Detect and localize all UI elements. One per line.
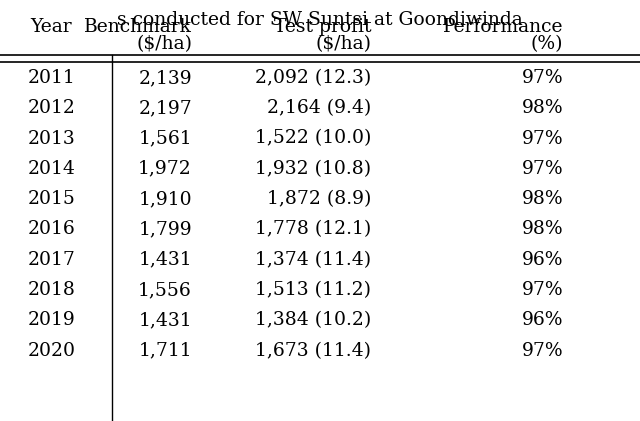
Text: 98%: 98% — [522, 99, 563, 117]
Text: 1,522 (10.0): 1,522 (10.0) — [255, 130, 371, 147]
Text: 1,431: 1,431 — [138, 312, 192, 329]
Text: 1,556: 1,556 — [138, 281, 192, 299]
Text: 2,164 (9.4): 2,164 (9.4) — [267, 99, 371, 117]
Text: ($/ha): ($/ha) — [315, 35, 371, 53]
Text: 2,139: 2,139 — [138, 69, 192, 87]
Text: 2014: 2014 — [28, 160, 75, 178]
Text: 2,197: 2,197 — [138, 99, 192, 117]
Text: (%): (%) — [531, 35, 563, 53]
Text: 96%: 96% — [522, 312, 563, 329]
Text: Test profit: Test profit — [274, 19, 371, 36]
Text: 2019: 2019 — [28, 312, 75, 329]
Text: s conducted for SW Suntsi at Goondiwinda: s conducted for SW Suntsi at Goondiwinda — [117, 11, 523, 29]
Text: 2015: 2015 — [28, 190, 75, 208]
Text: 97%: 97% — [522, 342, 563, 360]
Text: 97%: 97% — [522, 160, 563, 178]
Text: 1,513 (11.2): 1,513 (11.2) — [255, 281, 371, 299]
Text: 2013: 2013 — [28, 130, 75, 147]
Text: 97%: 97% — [522, 69, 563, 87]
Text: 2018: 2018 — [28, 281, 75, 299]
Text: 1,872 (8.9): 1,872 (8.9) — [267, 190, 371, 208]
Text: 1,932 (10.8): 1,932 (10.8) — [255, 160, 371, 178]
Text: 1,711: 1,711 — [138, 342, 192, 360]
Text: 2020: 2020 — [28, 342, 76, 360]
Text: 1,374 (11.4): 1,374 (11.4) — [255, 251, 371, 269]
Text: 1,384 (10.2): 1,384 (10.2) — [255, 312, 371, 329]
Text: 1,799: 1,799 — [138, 221, 192, 238]
Text: 1,778 (12.1): 1,778 (12.1) — [255, 221, 371, 238]
Text: 1,431: 1,431 — [138, 251, 192, 269]
Text: 96%: 96% — [522, 251, 563, 269]
Text: 2016: 2016 — [28, 221, 75, 238]
Text: 2012: 2012 — [28, 99, 75, 117]
Text: 1,910: 1,910 — [138, 190, 192, 208]
Text: 1,673 (11.4): 1,673 (11.4) — [255, 342, 371, 360]
Text: 2011: 2011 — [28, 69, 75, 87]
Text: Benchmark: Benchmark — [84, 19, 192, 36]
Text: Performance: Performance — [443, 19, 563, 36]
Text: Year: Year — [30, 19, 72, 36]
Text: 98%: 98% — [522, 221, 563, 238]
Text: ($/ha): ($/ha) — [136, 35, 192, 53]
Text: 97%: 97% — [522, 281, 563, 299]
Text: 1,972: 1,972 — [138, 160, 192, 178]
Text: 1,561: 1,561 — [138, 130, 192, 147]
Text: 2,092 (12.3): 2,092 (12.3) — [255, 69, 371, 87]
Text: 2017: 2017 — [28, 251, 75, 269]
Text: 97%: 97% — [522, 130, 563, 147]
Text: 98%: 98% — [522, 190, 563, 208]
